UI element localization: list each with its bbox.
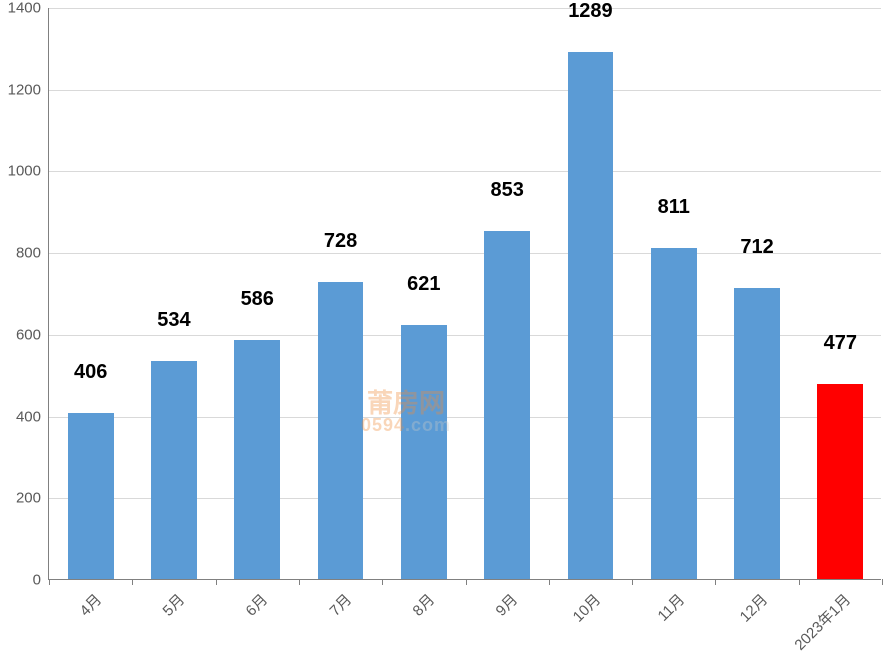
data-label: 406 (74, 361, 107, 384)
x-tick-label: 12月 (735, 589, 772, 626)
bar (318, 282, 364, 579)
data-label: 853 (490, 179, 523, 202)
x-tick-label: 10月 (568, 589, 605, 626)
x-tick-mark (632, 579, 633, 585)
data-label: 728 (324, 230, 357, 253)
x-tick-mark (549, 579, 550, 585)
bar (234, 340, 280, 579)
data-label: 811 (658, 196, 690, 219)
bar (817, 384, 863, 579)
gridline (49, 8, 881, 9)
bar (151, 361, 197, 579)
x-tick-label: 9月 (491, 589, 522, 620)
x-tick-label: 7月 (324, 589, 355, 620)
gridline (49, 90, 881, 91)
bar (68, 413, 114, 579)
y-tick-label: 200 (16, 490, 49, 507)
y-tick-label: 0 (33, 572, 49, 589)
x-tick-label: 4月 (74, 589, 105, 620)
x-tick-mark (216, 579, 217, 585)
y-tick-label: 1400 (8, 0, 49, 17)
bar (568, 52, 614, 579)
gridline (49, 171, 881, 172)
bar (484, 231, 530, 580)
x-tick-mark (49, 579, 50, 585)
y-tick-label: 400 (16, 408, 49, 425)
data-label: 586 (241, 288, 274, 311)
data-label: 1289 (568, 0, 613, 23)
bar (401, 325, 447, 579)
x-tick-label: 6月 (241, 589, 272, 620)
x-tick-label: 11月 (652, 589, 688, 625)
x-tick-mark (715, 579, 716, 585)
bar (734, 288, 780, 579)
x-tick-mark (882, 579, 883, 585)
data-label: 712 (740, 236, 773, 259)
data-label: 621 (407, 273, 440, 296)
x-tick-mark (382, 579, 383, 585)
x-tick-label: 2023年1月 (790, 589, 856, 655)
x-tick-mark (299, 579, 300, 585)
x-tick-label: 8月 (407, 589, 438, 620)
plot-area: 02004006008001000120014004064月5345月5866月… (48, 8, 881, 580)
x-tick-label: 5月 (157, 589, 188, 620)
bar-chart: 0 200 400 600 800 1000 1200 1400 406 4月 534 5月 586 6月… (0, 0, 891, 666)
y-tick-label: 600 (16, 326, 49, 343)
x-tick-mark (132, 579, 133, 585)
data-label: 534 (157, 309, 190, 332)
data-label: 477 (824, 332, 857, 355)
bar (651, 248, 697, 579)
y-tick-label: 1000 (8, 163, 49, 180)
x-tick-mark (799, 579, 800, 585)
x-tick-mark (466, 579, 467, 585)
y-tick-label: 1200 (8, 81, 49, 98)
y-tick-label: 800 (16, 245, 49, 262)
